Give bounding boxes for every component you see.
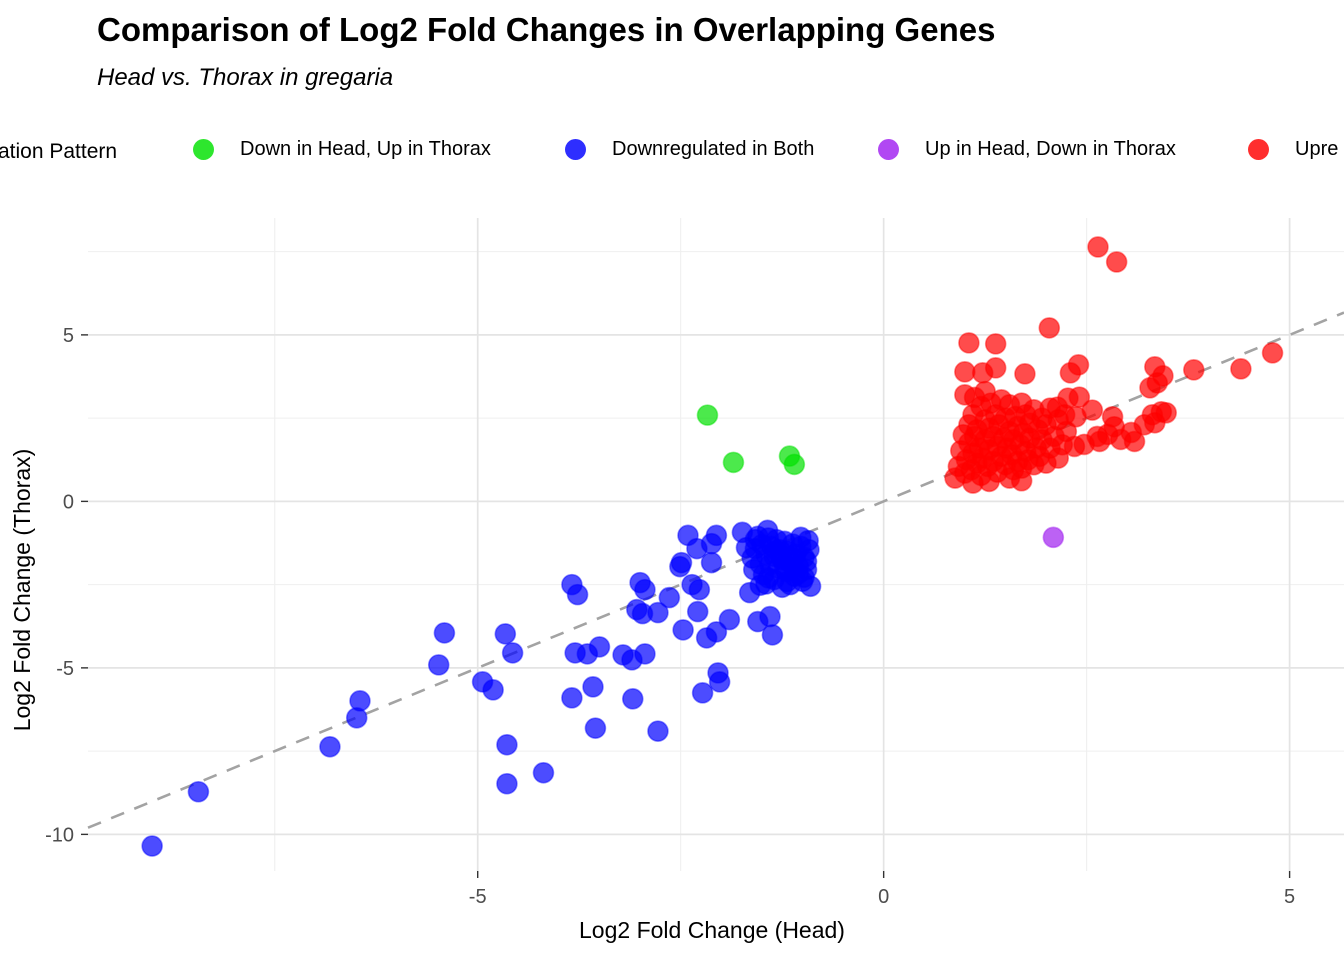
chart-subtitle: Head vs. Thorax in gregaria bbox=[97, 64, 394, 91]
legend-item-upregulated-both: Upre bbox=[1248, 138, 1338, 161]
legend-item-label: Up in Head, Down in Thorax bbox=[925, 138, 1176, 160]
y-tick-label: -5 bbox=[56, 658, 74, 680]
legend-item-downregulated-both: Downregulated in Both bbox=[565, 138, 814, 161]
legend-swatch-purple-icon bbox=[878, 139, 899, 160]
y-axis-tick-labels: -10 -5 0 5 bbox=[45, 325, 74, 846]
x-tick-label: -5 bbox=[469, 886, 487, 908]
legend-item-label: Downregulated in Both bbox=[612, 138, 815, 160]
legend-item-label: Down in Head, Up in Thorax bbox=[240, 138, 491, 160]
legend-title: ation Pattern bbox=[0, 140, 118, 163]
legend-swatch-blue-icon bbox=[565, 139, 586, 160]
legend-swatch-green-icon bbox=[193, 139, 214, 160]
legend-item-down-head-up-thorax: Down in Head, Up in Thorax bbox=[193, 138, 491, 161]
chart-title: Comparison of Log2 Fold Changes in Overl… bbox=[97, 11, 996, 48]
legend-item-up-head-down-thorax: Up in Head, Down in Thorax bbox=[878, 138, 1176, 161]
legend: ation Pattern Down in Head, Up in Thorax… bbox=[0, 138, 1344, 168]
legend-item-label: Upre bbox=[1295, 138, 1339, 160]
data-points bbox=[141, 236, 1284, 857]
legend-swatch-red-icon bbox=[1248, 139, 1269, 160]
x-tick-label: 5 bbox=[1284, 886, 1295, 908]
y-tick-label: -10 bbox=[45, 824, 74, 846]
x-axis-title: Log2 Fold Change (Head) bbox=[579, 917, 845, 943]
axis-tick-marks bbox=[81, 334, 1291, 878]
y-axis-title: Log2 Fold Change (Thorax) bbox=[9, 449, 35, 732]
y-tick-label: 0 bbox=[63, 491, 74, 513]
x-tick-label: 0 bbox=[878, 886, 889, 908]
x-axis-tick-labels: -5 0 5 bbox=[469, 886, 1295, 908]
y-tick-label: 5 bbox=[63, 325, 74, 347]
